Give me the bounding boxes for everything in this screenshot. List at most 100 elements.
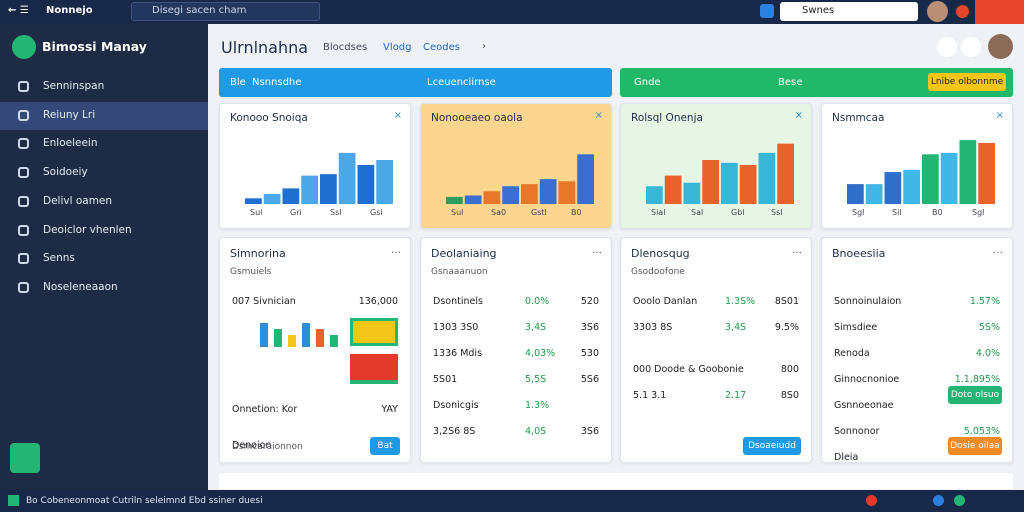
search-box[interactable] <box>131 2 320 21</box>
search-text: Disegi sacen cham <box>152 5 247 16</box>
x-tick-label: Sil <box>892 208 902 217</box>
menu-item[interactable]: Deoiclor vhenlen <box>43 223 132 236</box>
close-icon[interactable]: × <box>794 110 803 121</box>
menu-item[interactable]: Reiuny Lri <box>43 108 96 121</box>
card-button[interactable]: Dosie oilaa <box>948 437 1002 455</box>
row-cell: 5S6 <box>580 374 599 385</box>
row-cell: 800 <box>780 364 799 375</box>
bar <box>922 154 939 204</box>
bar <box>777 143 794 204</box>
row-cell: Ooolo Danlan <box>633 296 698 307</box>
brand: Nonnejo <box>46 5 93 16</box>
bar <box>959 140 977 204</box>
row-cell: 3S6 <box>580 426 599 437</box>
chart-card: Nsmmcaa × Sgl Sil B0 Sgl <box>821 103 1013 229</box>
bar <box>446 196 463 204</box>
menu-icon <box>18 281 29 293</box>
row-cell: Onnetion: Kor <box>232 404 298 415</box>
bar <box>263 194 281 204</box>
row-cell: Renoda <box>834 348 870 359</box>
x-tick-label: Sgl <box>972 208 985 217</box>
more-icon[interactable]: … <box>792 245 802 256</box>
notif-icon[interactable] <box>956 5 969 18</box>
search-right[interactable] <box>780 2 918 21</box>
banner-label: Gnde <box>634 77 661 88</box>
header-icon[interactable] <box>937 37 957 57</box>
back-icon[interactable]: ← ☰ <box>8 5 29 16</box>
card-button[interactable]: Bat <box>370 437 400 455</box>
chart-card: Konooo Snoiqa × Sul Gri Ssl Gsi <box>219 103 411 229</box>
x-tick-label: Ssl <box>330 208 342 217</box>
row-cell: Simsdiee <box>834 322 878 333</box>
search-right-text: Swnes <box>802 5 835 16</box>
row-cell: 5.1 3.1 <box>633 390 667 401</box>
bar <box>464 195 482 204</box>
card-title: Rolsql Onenja <box>631 112 703 124</box>
x-tick-label: Sgl <box>852 208 865 217</box>
row-cell: 000 Doode & Goobonie <box>633 364 744 375</box>
active-item <box>0 101 208 130</box>
footer-icon[interactable] <box>954 495 965 506</box>
card-button[interactable]: Dsoaeiudd <box>743 437 801 455</box>
footer-icon[interactable] <box>933 495 944 506</box>
row-cell: 5S01 <box>433 374 458 385</box>
menu-item[interactable]: Senns <box>43 252 75 265</box>
bar <box>301 175 318 204</box>
menu-item[interactable]: Noseleneaaon <box>43 280 118 293</box>
menu-item[interactable]: Senninspan <box>43 80 105 92</box>
app-icon[interactable] <box>760 4 774 18</box>
bar <box>539 179 557 204</box>
row-cell: 5S% <box>978 322 1000 333</box>
action-button[interactable] <box>975 0 1024 24</box>
mini-chart <box>245 152 393 204</box>
header-icon[interactable] <box>961 37 981 57</box>
menu-icon <box>18 195 29 207</box>
menu-item[interactable]: Soidoeiy <box>43 166 88 179</box>
header-avatar[interactable] <box>988 34 1013 59</box>
banner-label: Ble <box>230 77 246 88</box>
bar <box>683 182 701 204</box>
menu-icon <box>18 167 29 179</box>
row-cell: Sonnoinulaion <box>834 296 902 307</box>
more-icon[interactable]: … <box>592 245 602 256</box>
more-icon[interactable]: … <box>391 245 401 256</box>
info-card: Dlenosqug … Gsodoofone Ooolo Danlan 1.3S% 8S0… <box>620 237 812 463</box>
close-icon[interactable]: × <box>594 110 603 121</box>
row-cell: 1303 3S0 <box>433 322 479 333</box>
row-cell: Dleia <box>834 452 859 463</box>
row-cell: 1.57% <box>969 296 1000 307</box>
menu-icon <box>18 138 29 150</box>
deco-bar <box>288 335 296 347</box>
bar <box>282 188 300 204</box>
row-cell: 3,4S <box>525 322 547 333</box>
menu-item[interactable]: Enloeleein <box>43 137 98 150</box>
bottom-strip <box>219 473 1013 489</box>
deco-bar <box>316 329 324 347</box>
banner-button[interactable]: Lnibe olbonnme <box>928 73 1006 91</box>
row-cell: Gsnnoeonae <box>834 400 894 411</box>
card-button[interactable]: Doto olsuo <box>948 386 1002 404</box>
tab[interactable]: Vlodg <box>383 42 412 53</box>
row-cell: Ginnocnonioe <box>834 374 900 385</box>
row-cell: 4,0S <box>525 426 547 437</box>
chevron: › <box>482 41 486 52</box>
tab[interactable]: Blocdses <box>323 42 368 53</box>
bar <box>357 164 375 204</box>
x-tick-label: Sul <box>250 208 263 217</box>
bar <box>577 154 594 204</box>
avatar[interactable] <box>927 1 948 22</box>
mini-chart <box>446 154 594 204</box>
tab[interactable]: Ceodes <box>423 42 460 53</box>
bar <box>978 142 995 204</box>
close-icon[interactable]: × <box>995 110 1004 121</box>
row-cell: 520 <box>580 296 599 307</box>
row-cell: 3,2S6 8S <box>433 426 476 437</box>
more-icon[interactable]: … <box>993 245 1003 256</box>
chart-card: Rolsql Onenja × Sial Sal Gbl Ssl <box>620 103 812 229</box>
close-icon[interactable]: × <box>393 110 402 121</box>
menu-item[interactable]: Delivl oamen <box>43 194 113 207</box>
card-title: Deolaniaing <box>431 247 497 260</box>
footer-icon[interactable] <box>866 495 877 506</box>
bottom-icon[interactable] <box>10 443 40 473</box>
